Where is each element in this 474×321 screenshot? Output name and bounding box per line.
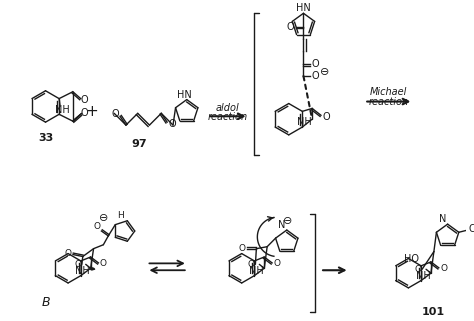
Text: NH: NH [75, 266, 90, 276]
Text: O: O [415, 265, 422, 274]
Text: O: O [81, 95, 89, 105]
Text: ⊖: ⊖ [320, 67, 330, 77]
Text: O: O [74, 260, 82, 269]
Text: O: O [440, 264, 447, 273]
Text: O: O [94, 221, 101, 230]
Text: O: O [311, 59, 319, 69]
Text: NH: NH [297, 117, 312, 127]
Text: O: O [64, 249, 72, 258]
Text: N: N [439, 214, 447, 224]
Text: NH: NH [249, 266, 264, 276]
Text: 101: 101 [421, 308, 445, 317]
Text: 97: 97 [131, 139, 146, 149]
Text: HN: HN [296, 4, 311, 13]
Text: NH: NH [55, 105, 69, 115]
Text: O: O [287, 22, 294, 32]
Text: NH: NH [416, 271, 430, 281]
Text: O: O [273, 259, 281, 268]
Text: O: O [248, 260, 255, 269]
Text: N: N [278, 220, 285, 230]
Text: aldol: aldol [216, 103, 240, 113]
Text: O: O [100, 259, 107, 268]
Text: +: + [85, 104, 98, 119]
Text: ⊖: ⊖ [283, 216, 292, 226]
Text: O: O [111, 109, 119, 119]
Text: HO: HO [404, 255, 419, 265]
Text: O: O [168, 119, 176, 129]
Text: HN: HN [177, 90, 192, 100]
Text: O: O [311, 71, 319, 81]
Text: B: B [41, 296, 50, 309]
Text: H: H [117, 211, 123, 220]
Text: ⊖: ⊖ [99, 213, 108, 223]
Text: O: O [81, 108, 89, 118]
Text: reaction: reaction [208, 112, 248, 122]
Text: Michael: Michael [370, 87, 408, 97]
Text: 33: 33 [38, 133, 53, 143]
Text: O: O [322, 112, 330, 122]
Text: reaction: reaction [369, 97, 409, 107]
Text: C: C [468, 224, 474, 234]
Text: O: O [238, 244, 245, 253]
